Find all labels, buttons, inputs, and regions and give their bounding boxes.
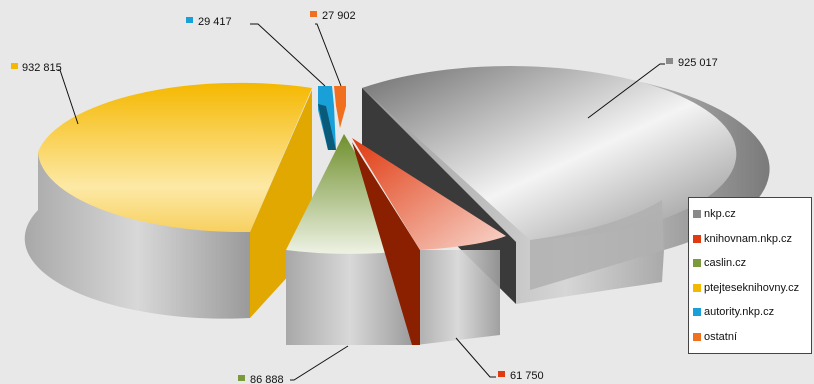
legend-swatch-knihovnam (693, 234, 701, 243)
legend-item-caslin: caslin.cz (693, 251, 807, 276)
slice-knihovnam-nkp-cz (352, 138, 506, 345)
legend-item-ostatni: ostatní (693, 325, 807, 350)
leader-lines (58, 23, 665, 381)
legend-label-autority: autority.nkp.cz (704, 306, 775, 319)
label-ptejteseknihovny: 932 815 (22, 62, 62, 74)
label-marker-ptejteseknihovny (11, 63, 18, 69)
slice-ptejteseknihovny-cz (24, 82, 312, 319)
label-nkp: 925 017 (678, 57, 718, 69)
legend-swatch-ptejteseknihovny (693, 283, 701, 292)
leader-autority (250, 23, 326, 87)
legend-item-autority: autority.nkp.cz (693, 300, 807, 325)
label-marker-autority (186, 17, 193, 23)
leader-ostatni (315, 23, 342, 87)
label-marker-knihovnam (498, 371, 505, 377)
legend-swatch-autority (693, 308, 701, 317)
legend-label-caslin: caslin.cz (704, 257, 747, 270)
legend-label-nkp: nkp.cz (704, 208, 736, 221)
legend-swatch-ostatni (693, 332, 701, 341)
data-labels: 932 815 29 417 27 902 925 017 61 750 86 … (11, 10, 718, 384)
label-caslin: 86 888 (250, 374, 284, 384)
leader-ptejteseknihovny (58, 69, 79, 125)
label-marker-ostatni (310, 11, 317, 17)
label-autority: 29 417 (198, 16, 232, 28)
leader-nkp (587, 63, 665, 119)
chart-legend: nkp.cz knihovnam.nkp.cz caslin.cz ptejte… (688, 197, 812, 354)
legend-swatch-caslin (693, 259, 701, 268)
legend-label-knihovnam: knihovnam.nkp.cz (704, 232, 793, 245)
legend-item-ptejteseknihovny: ptejteseknihovny.cz (693, 276, 807, 301)
label-marker-nkp (666, 58, 673, 64)
legend-label-ostatni: ostatní (704, 330, 738, 343)
slice-ostatni (334, 86, 346, 128)
label-knihovnam: 61 750 (510, 370, 544, 382)
slice-autority-nkp-cz (318, 86, 336, 150)
leader-caslin (290, 345, 349, 381)
legend-item-knihovnam: knihovnam.nkp.cz (693, 227, 807, 252)
label-ostatni: 27 902 (322, 10, 356, 22)
legend-item-nkp: nkp.cz (693, 202, 807, 227)
label-marker-caslin (238, 375, 245, 381)
legend-swatch-nkp (693, 210, 701, 219)
leader-knihovnam (455, 337, 496, 378)
legend-label-ptejteseknihovny: ptejteseknihovny.cz (704, 281, 800, 294)
